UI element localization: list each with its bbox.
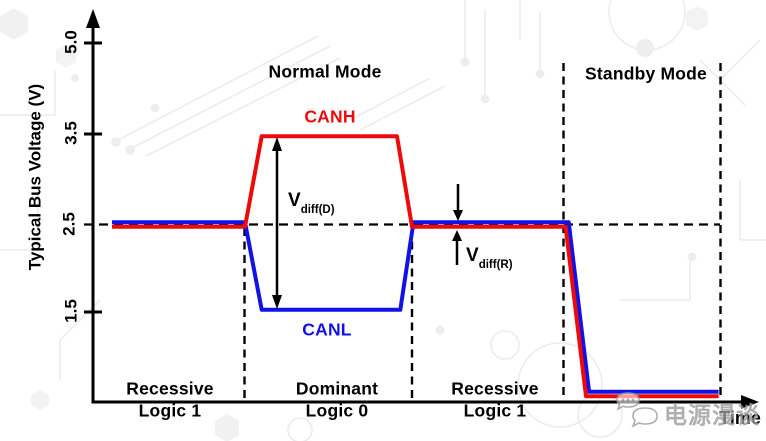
watermark-text: 电源漫谈 (664, 402, 760, 428)
vdiff-d-arrow (272, 137, 282, 309)
vdiff-r-arrows (452, 184, 463, 265)
region-1-logic-label: Logic 1 (138, 400, 202, 421)
y-axis-arrow-icon (86, 9, 100, 28)
region-1-state-label: Recessive (126, 378, 214, 399)
region-2-state-label: Dominant (295, 378, 379, 399)
x-axis-title: Time (719, 408, 761, 428)
y-axis-title: Typical Bus Voltage (V) (25, 83, 45, 271)
canh-line (112, 134, 719, 399)
y-tick-label-5-0: 5.0 (61, 30, 81, 54)
region-3-state-label: Recessive (451, 378, 539, 399)
y-tick-label-2-5: 2.5 (59, 212, 79, 236)
region-3-logic-label: Logic 1 (463, 400, 527, 421)
y-tick-label-3-5: 3.5 (61, 121, 81, 145)
x-axis-arrow-icon (741, 395, 759, 409)
chat-bubbles-icon (616, 392, 658, 428)
normal-mode-label: Normal Mode (268, 61, 382, 82)
vdiff-d-label: Vdiff(D) (288, 190, 335, 216)
region-2-logic-label: Logic 0 (305, 400, 369, 421)
watermark: 电源漫谈 (612, 388, 760, 430)
y-tick-label-1-5: 1.5 (61, 299, 81, 323)
canl-label: CANL (302, 319, 352, 340)
standby-mode-label: Standby Mode (585, 63, 707, 84)
canl-line (112, 220, 719, 394)
vdiff-r-label: Vdiff(R) (466, 245, 513, 271)
canh-label: CANH (304, 106, 356, 127)
